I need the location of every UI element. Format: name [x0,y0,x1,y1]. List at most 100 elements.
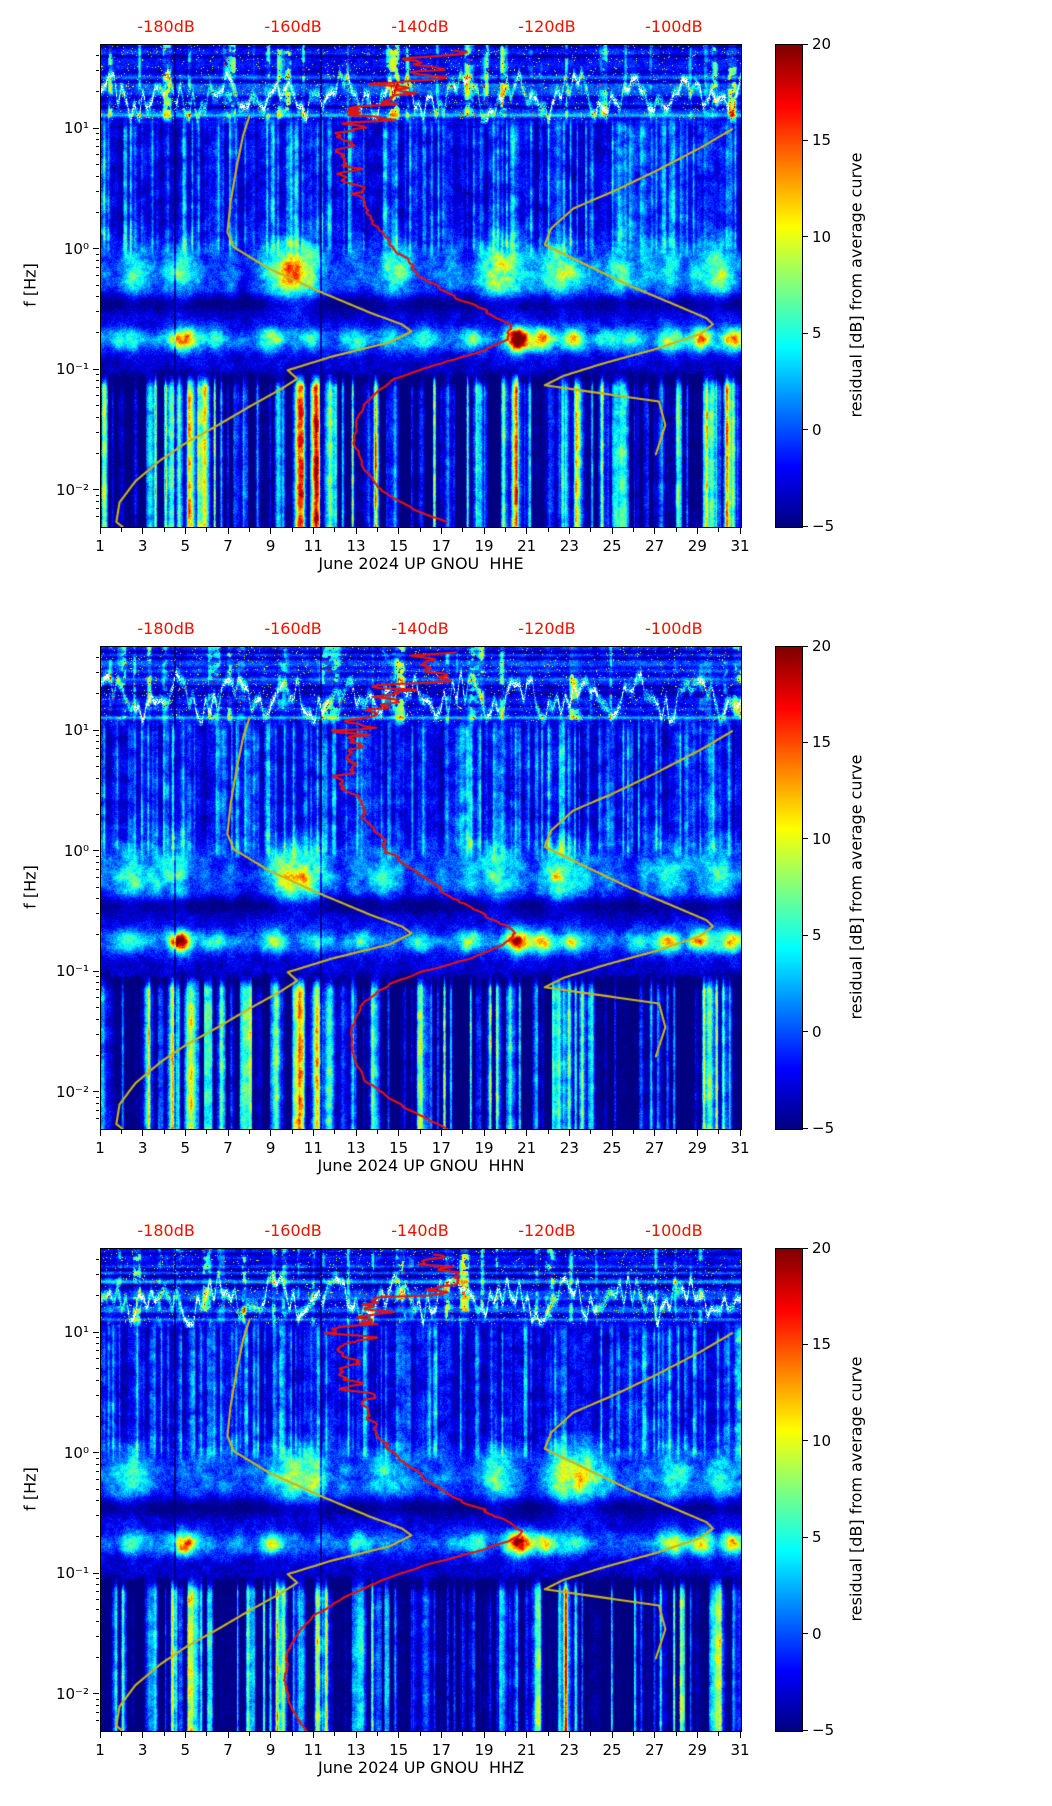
colorbar-hhn [775,646,803,1130]
y-minor-tick [95,976,99,978]
y-minor-tick [95,1620,99,1622]
x-tick [312,1732,314,1738]
x-minor-tick [675,1130,677,1134]
x-tick-label: 23 [559,1741,579,1759]
colorbar-tick-label: −5 [812,1119,835,1137]
y-minor-tick [95,1591,99,1593]
x-minor-tick [462,1130,464,1134]
colorbar-tick-label: 15 [812,733,832,752]
top-axis-tick-label: -180dB [137,17,195,36]
y-minor-tick [95,657,99,659]
y-minor-tick [95,259,99,261]
x-tick [440,528,442,534]
x-minor-tick [504,1732,506,1736]
y-minor-tick [95,284,99,286]
x-tick-label: 13 [346,1139,366,1157]
x-minor-tick [291,1732,293,1736]
colorbar-tick [803,645,808,647]
x-tick-label: 31 [730,1741,750,1759]
colorbar-tick-label: 15 [812,131,832,150]
y-minor-tick [95,55,99,57]
y-minor-tick [95,898,99,900]
x-tick-label: 27 [645,1741,665,1759]
y-minor-tick [95,1109,99,1111]
y-minor-tick [95,139,99,141]
y-tick [93,1693,99,1695]
x-tick-label: 29 [687,1741,707,1759]
top-axis-tick-label: -160dB [264,17,322,36]
y-minor-tick [95,395,99,397]
x-minor-tick [504,528,506,532]
y-minor-tick [95,416,99,418]
x-tick-label: 21 [517,537,537,555]
y-minor-tick [95,876,99,878]
y-minor-tick [95,91,99,93]
x-tick [398,1732,400,1738]
y-minor-tick [95,311,99,313]
y-minor-tick [95,1609,99,1610]
colorbar-tick [803,838,808,840]
y-minor-tick [95,1515,99,1517]
x-minor-tick [419,528,421,532]
y-tick-label: 10⁻¹ [55,1564,89,1583]
x-tick [184,1732,186,1738]
x-tick-label: 13 [346,1741,366,1759]
y-minor-tick [95,190,99,192]
x-tick-label: 25 [602,1139,622,1157]
x-tick [184,528,186,534]
x-minor-tick [419,1732,421,1736]
y-minor-tick [95,1007,99,1008]
y-minor-tick [95,431,99,433]
colorbar-tick [803,1729,808,1731]
y-tick-label: 10⁰ [63,1443,89,1462]
colorbar-tick [803,1343,808,1345]
x-tick-label: 29 [687,1139,707,1157]
x-tick [526,528,528,534]
y-minor-tick [95,1470,99,1472]
colorbar-tick-label: 10 [812,227,832,246]
y-minor-tick [95,766,99,767]
colorbar-tick [803,1247,808,1249]
y-minor-tick [95,500,99,502]
y-minor-tick [95,380,99,382]
x-minor-tick [718,528,720,532]
y-tick-label: 10⁻² [55,1082,89,1101]
colorbar-tick [803,332,808,334]
x-tick [312,528,314,534]
colorbar-tick-label: 20 [812,637,832,655]
y-minor-tick [95,982,99,984]
x-tick-label: 1 [95,537,105,555]
colorbar-tick-label: 10 [812,1431,832,1450]
top-axis-tick-label: -100dB [645,1221,703,1240]
top-axis-tick-label: -180dB [137,619,195,638]
colorbar-tick-label: 10 [812,829,832,848]
y-minor-tick [95,1500,99,1502]
top-axis-tick-label: -180dB [137,1221,195,1240]
y-tick-label: 10⁰ [63,841,89,860]
y-minor-tick [95,1379,99,1381]
y-minor-tick [95,1599,99,1601]
y-tick [93,368,99,370]
x-minor-tick [718,1732,720,1736]
colorbar-tick [803,43,808,45]
y-minor-tick [95,1054,99,1056]
x-minor-tick [291,528,293,532]
y-minor-tick [95,868,99,870]
colorbar-tick-label: 0 [812,420,822,439]
top-axis-tick-label: -120dB [518,17,576,36]
colorbar-tick [803,525,808,527]
y-tick-label: 10⁻² [55,1684,89,1703]
x-tick-label: 19 [474,1741,494,1759]
x-minor-tick [462,528,464,532]
y-tick-label: 10⁻² [55,480,89,499]
y-minor-tick [95,1102,99,1104]
colorbar-tick [803,1536,808,1538]
y-minor-tick [95,997,99,999]
colorbar-tick [803,236,808,238]
x-tick-label: 17 [431,1139,451,1157]
x-tick [142,528,144,534]
x-tick [654,528,656,534]
y-minor-tick [95,741,99,743]
y-minor-tick [95,1463,99,1465]
